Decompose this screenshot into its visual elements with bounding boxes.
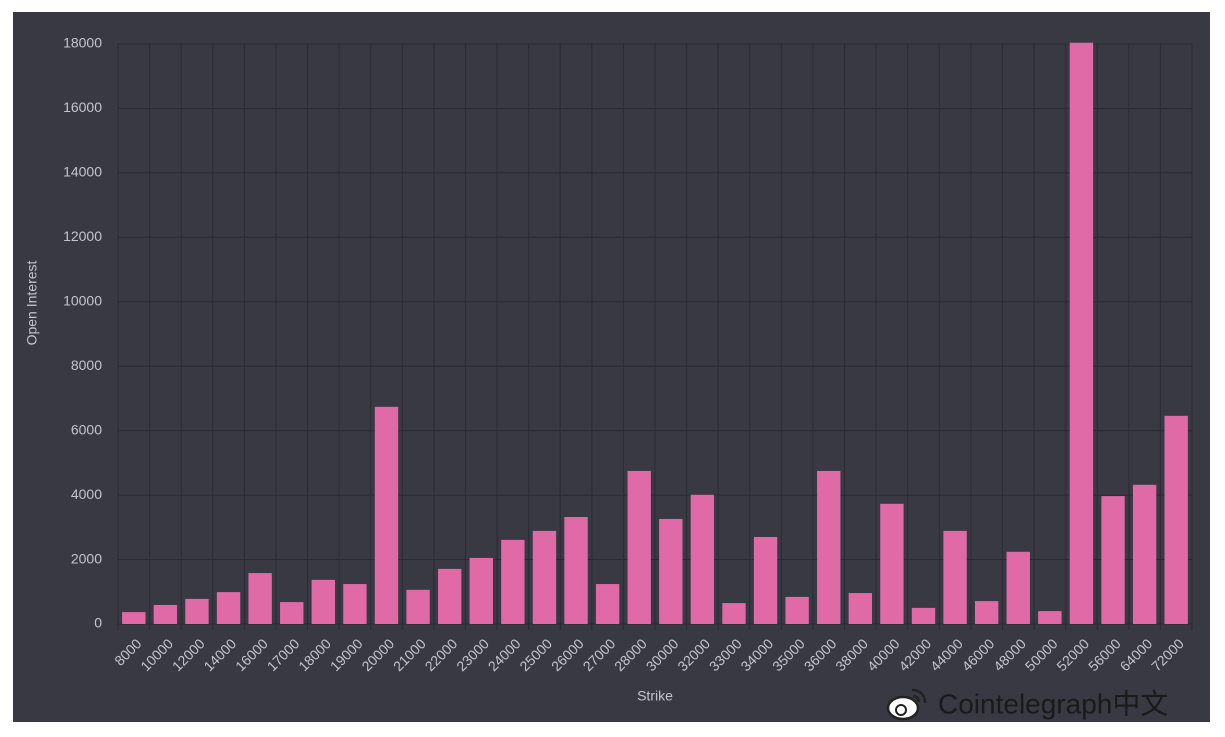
bar <box>343 584 367 624</box>
bar <box>627 470 651 624</box>
bar <box>153 604 178 624</box>
bar <box>437 568 462 624</box>
bar <box>1006 551 1030 624</box>
bar <box>501 539 525 624</box>
bar <box>1069 42 1094 624</box>
bar <box>216 592 241 624</box>
y-tick-label: 10000 <box>63 292 102 308</box>
bar <box>185 598 209 624</box>
bar <box>817 470 841 624</box>
bar <box>690 494 715 624</box>
bar <box>406 589 430 624</box>
bar <box>974 601 999 624</box>
bar <box>311 579 336 624</box>
bar <box>753 537 778 624</box>
y-tick-label: 12000 <box>63 228 102 244</box>
bar <box>248 573 272 624</box>
y-axis-label: Open Interest <box>24 260 40 345</box>
bar <box>532 530 557 624</box>
bar <box>911 607 936 624</box>
bar <box>122 612 146 624</box>
bar <box>1038 611 1062 624</box>
bar <box>1164 415 1188 624</box>
bar <box>943 530 967 624</box>
watermark: Cointelegraph中文 <box>938 688 1168 719</box>
bar <box>280 602 304 624</box>
y-tick-label: 18000 <box>63 35 102 51</box>
y-tick-label: 2000 <box>71 550 102 566</box>
bar <box>469 557 493 624</box>
y-tick-label: 6000 <box>71 421 102 437</box>
y-tick-label: 16000 <box>63 99 102 115</box>
y-tick-label: 8000 <box>71 357 102 373</box>
bar <box>1132 484 1157 624</box>
bar <box>785 596 809 624</box>
y-tick-label: 14000 <box>63 164 102 180</box>
bar <box>1101 496 1125 624</box>
bar <box>595 584 620 624</box>
bar <box>659 518 683 624</box>
bar <box>722 603 746 624</box>
y-tick-label: 4000 <box>71 486 102 502</box>
bar <box>564 517 588 624</box>
bar <box>848 593 873 624</box>
y-tick-label: 0 <box>94 615 102 631</box>
x-axis-label: Strike <box>637 688 673 704</box>
bar <box>880 503 904 624</box>
bar <box>374 406 399 624</box>
watermark-icon <box>886 688 927 721</box>
